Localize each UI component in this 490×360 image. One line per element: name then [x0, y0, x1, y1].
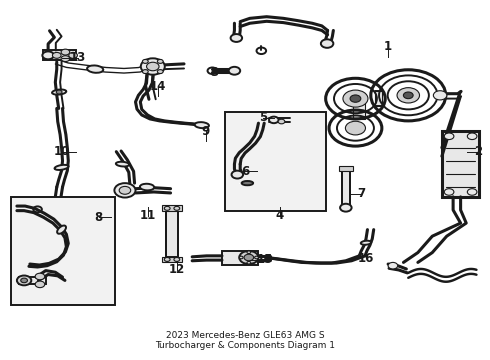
- Circle shape: [444, 189, 454, 195]
- Circle shape: [147, 62, 159, 71]
- Circle shape: [69, 53, 77, 58]
- Circle shape: [397, 88, 419, 103]
- Circle shape: [467, 189, 477, 195]
- Circle shape: [143, 69, 148, 73]
- Circle shape: [239, 251, 258, 264]
- Text: 15: 15: [257, 253, 273, 266]
- Circle shape: [269, 117, 279, 123]
- Bar: [43, 50, 76, 60]
- Text: 11: 11: [140, 210, 156, 222]
- Text: 12: 12: [169, 263, 185, 276]
- Bar: [222, 251, 258, 265]
- Text: 8: 8: [95, 211, 103, 224]
- Ellipse shape: [361, 241, 371, 245]
- Text: 5: 5: [259, 111, 268, 124]
- Bar: [339, 166, 353, 171]
- Circle shape: [157, 69, 163, 73]
- Text: 1: 1: [384, 40, 392, 53]
- Text: 10: 10: [53, 145, 70, 158]
- Circle shape: [444, 133, 454, 140]
- Circle shape: [278, 119, 285, 124]
- Ellipse shape: [195, 122, 209, 128]
- Text: 9: 9: [201, 125, 210, 138]
- Text: 16: 16: [358, 252, 374, 265]
- Circle shape: [343, 90, 368, 107]
- Bar: [19, 277, 46, 284]
- Circle shape: [255, 256, 258, 259]
- Text: 4: 4: [275, 210, 284, 222]
- Text: 6: 6: [241, 165, 249, 178]
- Circle shape: [403, 92, 413, 99]
- Ellipse shape: [54, 165, 69, 170]
- Circle shape: [433, 91, 447, 100]
- Circle shape: [141, 58, 165, 75]
- Circle shape: [174, 257, 180, 261]
- Text: 14: 14: [149, 80, 166, 93]
- Circle shape: [239, 256, 243, 259]
- Circle shape: [247, 251, 251, 253]
- Circle shape: [35, 281, 45, 288]
- Circle shape: [17, 275, 31, 285]
- Ellipse shape: [140, 184, 154, 190]
- Bar: [342, 171, 350, 207]
- Bar: [225, 112, 326, 211]
- Bar: [442, 131, 479, 197]
- Circle shape: [340, 204, 352, 212]
- Ellipse shape: [52, 90, 66, 95]
- Circle shape: [119, 186, 131, 194]
- Circle shape: [21, 278, 27, 283]
- Text: 2: 2: [474, 145, 482, 158]
- Circle shape: [56, 90, 62, 94]
- Circle shape: [61, 49, 70, 55]
- Circle shape: [231, 34, 242, 42]
- Circle shape: [232, 171, 243, 179]
- Circle shape: [61, 56, 70, 62]
- Ellipse shape: [57, 225, 66, 234]
- Ellipse shape: [116, 162, 129, 166]
- Bar: [374, 91, 382, 106]
- Circle shape: [247, 261, 251, 264]
- Text: 13: 13: [70, 51, 86, 64]
- Bar: [162, 206, 182, 211]
- Circle shape: [350, 95, 361, 102]
- Ellipse shape: [87, 66, 103, 73]
- Circle shape: [174, 206, 180, 210]
- Bar: [11, 197, 115, 305]
- Circle shape: [467, 133, 477, 140]
- Circle shape: [345, 121, 366, 135]
- Circle shape: [52, 53, 61, 58]
- Circle shape: [321, 39, 333, 48]
- Circle shape: [164, 206, 170, 210]
- Bar: [162, 257, 182, 262]
- Circle shape: [229, 67, 240, 75]
- Circle shape: [42, 51, 54, 59]
- Circle shape: [114, 183, 136, 198]
- Circle shape: [244, 254, 254, 261]
- Circle shape: [35, 273, 45, 280]
- Bar: [166, 211, 178, 257]
- Circle shape: [157, 59, 163, 63]
- Bar: [353, 99, 365, 119]
- Ellipse shape: [242, 181, 253, 185]
- Circle shape: [388, 262, 398, 269]
- Text: 7: 7: [357, 187, 365, 200]
- Circle shape: [143, 59, 148, 63]
- Circle shape: [164, 257, 170, 261]
- Text: 3: 3: [210, 66, 218, 79]
- Text: 2023 Mercedes-Benz GLE63 AMG S
Turbocharger & Components Diagram 1: 2023 Mercedes-Benz GLE63 AMG S Turbochar…: [155, 330, 335, 350]
